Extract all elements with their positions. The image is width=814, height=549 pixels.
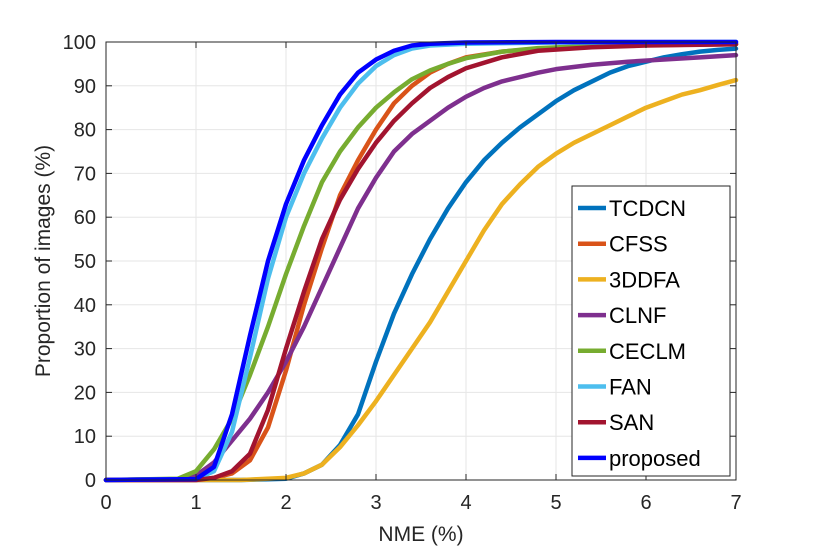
- y-tick-label: 50: [74, 251, 96, 273]
- x-tick-label: 5: [550, 492, 561, 514]
- series-line-3ddfa: [103, 77, 739, 483]
- x-axis-label: NME (%): [378, 523, 463, 546]
- legend-label-tcdcn: TCDCN: [609, 196, 686, 221]
- x-tick-label: 4: [460, 492, 471, 514]
- y-tick-label: 80: [74, 120, 96, 142]
- legend: TCDCN CFSS 3DDFA CLNF CECLM FAN SAN proposed: [571, 185, 731, 477]
- y-tick-label: 70: [74, 163, 96, 185]
- y-tick-label: 30: [74, 339, 96, 361]
- y-tick-label: 20: [74, 382, 96, 404]
- legend-label-fan: FAN: [609, 375, 652, 400]
- series-line-proposed: [103, 39, 739, 483]
- x-tick-label: 0: [100, 492, 111, 514]
- legend-label-san: SAN: [609, 410, 654, 435]
- x-tick-label: 1: [190, 492, 201, 514]
- legend-label-3ddfa: 3DDFA: [609, 267, 680, 292]
- y-tick-label: 90: [74, 76, 96, 98]
- y-tick-label: 10: [74, 426, 96, 448]
- x-tick-label: 6: [640, 492, 651, 514]
- series-line-san: [103, 41, 739, 483]
- y-tick-label: 40: [74, 295, 96, 317]
- y-tick-label: 100: [63, 32, 96, 54]
- legend-box: [571, 185, 731, 477]
- legend-label-cfss: CFSS: [609, 232, 668, 257]
- y-axis-label: Proportion of images (%): [32, 145, 55, 377]
- y-tick-label: 60: [74, 207, 96, 229]
- legend-label-ceclm: CECLM: [609, 339, 686, 364]
- series-line-clnf: [103, 52, 739, 483]
- y-tick-label: 0: [85, 470, 96, 492]
- x-tick-label: 7: [730, 492, 741, 514]
- legend-label-clnf: CLNF: [609, 303, 666, 328]
- x-tick-label: 2: [280, 492, 291, 514]
- x-tick-label: 3: [370, 492, 381, 514]
- series-group: [103, 39, 739, 483]
- legend-label-proposed: proposed: [609, 446, 701, 471]
